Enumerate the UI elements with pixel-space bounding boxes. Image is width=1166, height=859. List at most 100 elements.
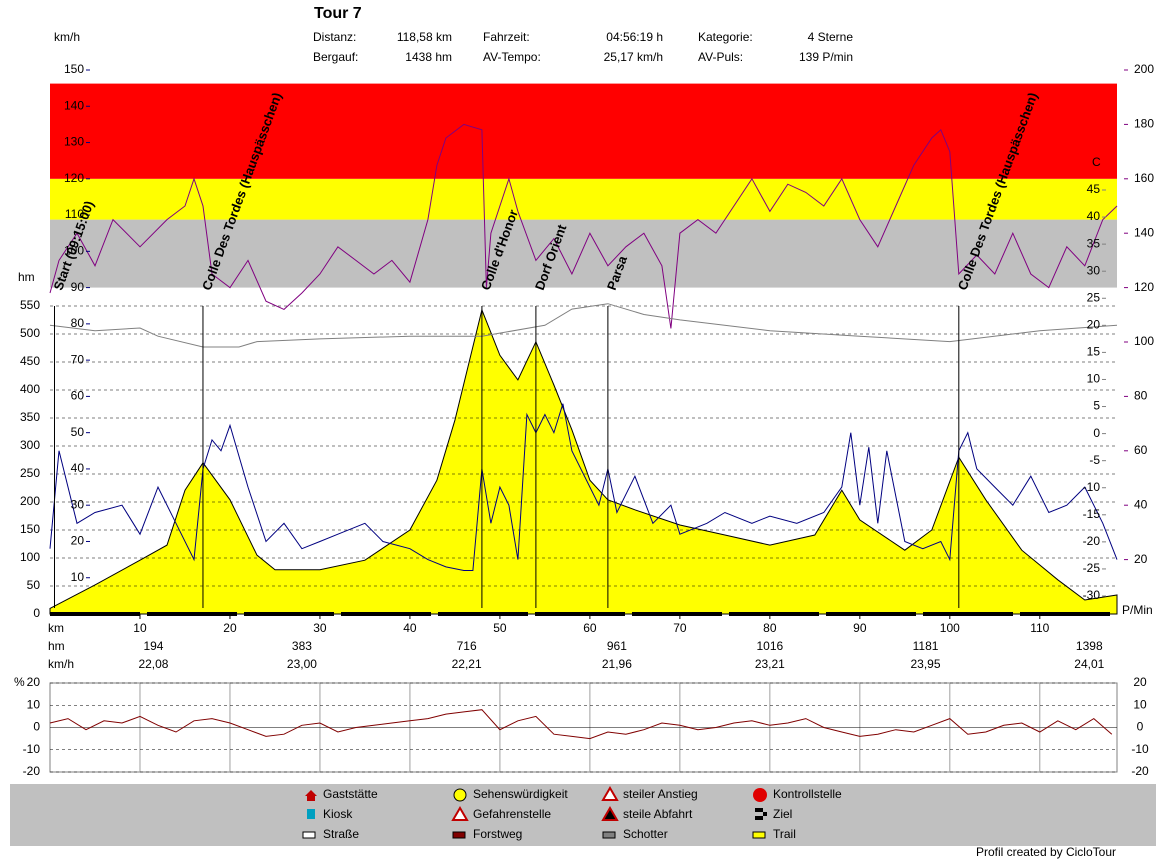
- temp-tick-label: -25: [1083, 561, 1101, 575]
- pulse-zone: [50, 219, 1117, 288]
- pulse-axis-label: P/Min: [1122, 603, 1153, 617]
- y-tick-label: 250: [20, 466, 40, 480]
- title: Tour 7: [314, 5, 362, 22]
- speed-tick-label: 120: [64, 171, 84, 185]
- temp-tick-label: -20: [1083, 534, 1101, 548]
- y-tick-label: 550: [20, 298, 40, 312]
- pulse-tick-label: 60: [1134, 443, 1148, 457]
- pulse-tick-label: 20: [1134, 552, 1148, 566]
- x-tick-label: 10: [133, 621, 147, 635]
- speed-tick-label: 50: [71, 425, 85, 439]
- speed-tick-label: 110: [65, 207, 84, 221]
- stat-value: 04:56:19 h: [606, 30, 663, 44]
- y-tick-label: -20: [1131, 764, 1149, 778]
- icon: [302, 831, 316, 839]
- legend-box: [10, 784, 1156, 846]
- y-tick-label: 400: [20, 382, 40, 396]
- temp-tick-label: 25: [1087, 290, 1101, 304]
- stat-value: 25,17 km/h: [604, 50, 663, 64]
- temp-tick-label: 5: [1093, 399, 1100, 413]
- line: [49, 403, 1118, 571]
- pulse-tick-label: 160: [1134, 171, 1154, 185]
- summary-kmh: 21,96: [602, 657, 632, 671]
- stat-label: Distanz:: [313, 30, 356, 44]
- x-tick-label: 90: [853, 621, 867, 635]
- stat-label: AV-Tempo:: [483, 50, 541, 64]
- summary-kmh: 22,08: [138, 657, 168, 671]
- stat-label: Fahrzeit:: [483, 30, 530, 44]
- pulse-tick-label: 80: [1134, 389, 1148, 403]
- x-tick-label: 80: [763, 621, 777, 635]
- x-tick-label: 60: [583, 621, 597, 635]
- summary-kmh: 23,00: [287, 657, 317, 671]
- temp-tick-label: -30: [1083, 588, 1101, 602]
- y-tick-label: 450: [20, 354, 40, 368]
- legend: Gaststätte Kiosk Straße Sehenswürdigkeit…: [302, 786, 842, 841]
- legend-label: steile Abfahrt: [623, 807, 693, 821]
- pulse-zone: [50, 178, 1117, 220]
- summary-label: hm: [48, 639, 65, 653]
- stat-value: 4 Sterne: [808, 30, 854, 44]
- speed-tick-label: 20: [71, 534, 85, 548]
- x-tick-label: 30: [313, 621, 327, 635]
- temp-tick-label: 30: [1087, 263, 1101, 277]
- y-tick-label: 0: [1137, 720, 1144, 734]
- y-tick-label: 150: [20, 522, 40, 536]
- summary-kmh: 22,21: [452, 657, 482, 671]
- x-tick-label: 110: [1030, 621, 1049, 635]
- legend-label: Schotter: [623, 827, 668, 841]
- y-tick-label: -10: [23, 742, 41, 756]
- temp-tick-label: -10: [1083, 480, 1101, 494]
- y-tick-label: 300: [20, 438, 40, 452]
- speed-tick-label: 80: [71, 316, 85, 330]
- speed-tick-label: 40: [71, 461, 85, 475]
- icon: [755, 808, 767, 820]
- y-axis-label: %: [14, 675, 25, 689]
- x-tick-label: 100: [940, 621, 960, 635]
- icon: [307, 809, 315, 819]
- x-tick-label: 50: [493, 621, 507, 635]
- x-tick-label: 20: [223, 621, 237, 635]
- legend-label: Forstweg: [473, 827, 522, 841]
- legend-label: steiler Anstieg: [623, 787, 698, 801]
- temp-tick-label: -15: [1083, 507, 1101, 521]
- icon: [305, 790, 317, 801]
- stat-label: Kategorie:: [698, 30, 753, 44]
- x-tick-label: 40: [403, 621, 417, 635]
- speed-tick-label: 60: [71, 389, 85, 403]
- pulse-zone: [50, 83, 1117, 179]
- y-tick-label: 350: [20, 410, 40, 424]
- legend-label: Trail: [773, 827, 796, 841]
- line: [49, 123, 1118, 329]
- legend-label: Straße: [323, 827, 359, 841]
- speed-tick-label: 90: [71, 280, 85, 294]
- stat-value: 1438 hm: [405, 50, 452, 64]
- y-tick-label: 100: [20, 550, 40, 564]
- legend-label: Kiosk: [323, 807, 353, 821]
- stat-label: Bergauf:: [313, 50, 358, 64]
- stat-label: AV-Puls:: [698, 50, 743, 64]
- stat-value: 139 P/min: [799, 50, 853, 64]
- main-chart: 050100150200250300350400450500550hm10203…: [18, 30, 1154, 671]
- pulse-tick-label: 120: [1134, 280, 1154, 294]
- summary-hm: 961: [607, 639, 627, 653]
- y-tick-label: -10: [1131, 742, 1149, 756]
- temp-tick-label: 0: [1093, 426, 1100, 440]
- gradient-chart: -20 -20 -10 -10 0 0 10 10 20 20%: [14, 675, 1149, 778]
- legend-label: Sehenswürdigkeit: [473, 787, 568, 801]
- temp-axis-label: C: [1092, 155, 1101, 169]
- pulse-tick-label: 140: [1134, 225, 1154, 239]
- pulse-tick-label: 40: [1134, 497, 1148, 511]
- y-tick-label: -20: [23, 764, 41, 778]
- temp-tick-label: 15: [1087, 345, 1101, 359]
- temp-tick-label: 35: [1087, 236, 1101, 250]
- summary-kmh: 23,95: [911, 657, 941, 671]
- y-tick-label: 500: [20, 326, 40, 340]
- pulse-tick-label: 180: [1134, 117, 1154, 131]
- summary-hm: 194: [143, 639, 163, 653]
- elevation-area: [49, 308, 1118, 615]
- speed-tick-label: 10: [71, 570, 85, 584]
- y-tick-label: 10: [27, 697, 41, 711]
- summary-kmh: 23,21: [755, 657, 785, 671]
